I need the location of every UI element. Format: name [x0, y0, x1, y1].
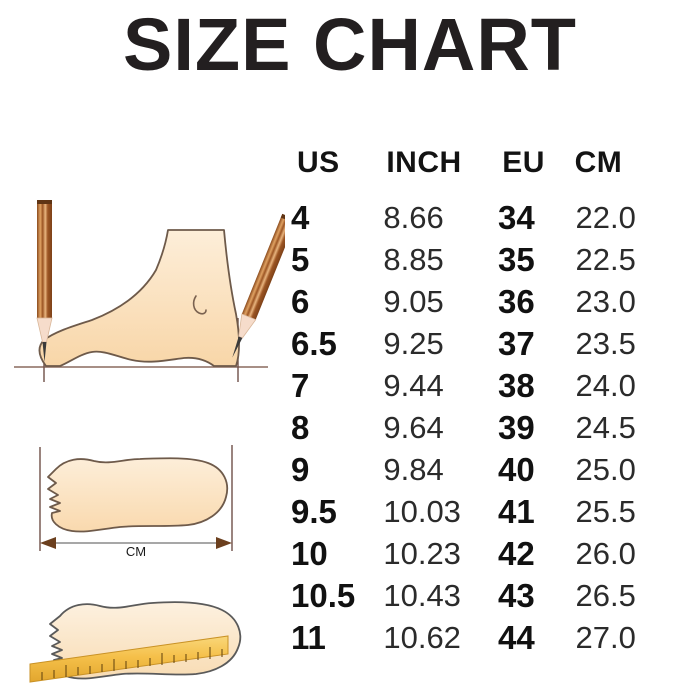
cell-eu: 43 — [497, 576, 535, 614]
footprint-top-view-illustration: CM — [0, 425, 285, 565]
header-inch: INCH — [386, 146, 462, 179]
cell-inch: 10.03 — [383, 493, 461, 529]
ankle-mark — [192, 295, 207, 315]
cell-eu: 35 — [497, 240, 535, 278]
cell-cm: 25.0 — [575, 451, 636, 487]
footprint-tape-illustration — [0, 580, 285, 700]
size-chart-table: US INCH EU CM 4 8.66 34 22.0 5 8.85 35 2… — [285, 140, 700, 700]
table-row: 10 10.23 42 26.0 — [285, 532, 660, 574]
cell-us: 5 — [291, 240, 310, 278]
footprint-shape — [47, 457, 229, 533]
cell-eu: 36 — [497, 282, 535, 320]
pencil-right-icon — [232, 213, 285, 358]
illustration-column: CM — [0, 95, 285, 700]
cell-eu: 37 — [497, 324, 535, 362]
cm-measure-label: CM — [126, 544, 146, 559]
cell-us: 10 — [291, 534, 328, 572]
cm-dimension-arrow — [40, 537, 232, 549]
cell-inch: 9.64 — [383, 409, 444, 445]
cell-eu: 38 — [497, 366, 535, 404]
cell-us: 9.5 — [291, 492, 337, 530]
cell-eu: 44 — [497, 618, 535, 656]
header-us: US — [297, 146, 340, 179]
foot-side-view-illustration — [0, 190, 285, 400]
table-row: 4 8.66 34 22.0 — [285, 196, 660, 238]
cell-inch: 10.62 — [383, 619, 461, 655]
cell-eu: 39 — [497, 408, 535, 446]
cell-cm: 22.5 — [575, 241, 636, 277]
cell-eu: 41 — [497, 492, 535, 530]
table-row: 6 9.05 36 23.0 — [285, 280, 660, 322]
cell-cm: 27.0 — [575, 619, 636, 655]
cell-cm: 24.0 — [575, 367, 636, 403]
cell-inch: 9.25 — [383, 325, 444, 361]
cell-inch: 10.43 — [383, 577, 461, 613]
cell-cm: 26.0 — [575, 535, 636, 571]
cell-cm: 22.0 — [575, 199, 636, 235]
cell-us: 6.5 — [291, 324, 337, 362]
cell-inch: 10.23 — [383, 535, 461, 571]
cell-us: 7 — [291, 366, 310, 404]
table-row: 6.5 9.25 37 23.5 — [285, 322, 660, 364]
cell-inch: 9.44 — [383, 367, 444, 403]
table-row: 9.5 10.03 41 25.5 — [285, 490, 660, 532]
cell-inch: 8.85 — [383, 241, 444, 277]
cell-us: 9 — [291, 450, 310, 488]
cell-cm: 25.5 — [575, 493, 636, 529]
header-eu: EU — [502, 146, 545, 179]
table-row: 7 9.44 38 24.0 — [285, 364, 660, 406]
table-header-row: US INCH EU CM — [285, 140, 660, 186]
table-row: 5 8.85 35 22.5 — [285, 238, 660, 280]
cell-us: 11 — [291, 618, 326, 656]
cell-eu: 34 — [497, 198, 535, 236]
table-row: 10.5 10.43 43 26.5 — [285, 574, 660, 616]
pencil-left-icon — [36, 200, 53, 362]
page-title: SIZE CHART — [123, 3, 577, 86]
cell-us: 6 — [291, 282, 310, 320]
cell-cm: 23.0 — [575, 283, 636, 319]
foot-side-shape — [38, 229, 240, 367]
cell-inch: 9.84 — [383, 451, 444, 487]
cell-cm: 24.5 — [575, 409, 636, 445]
cell-us: 4 — [291, 198, 310, 236]
cell-cm: 26.5 — [575, 577, 636, 613]
cell-us: 10.5 — [291, 576, 356, 614]
cell-eu: 42 — [497, 534, 535, 572]
table-row: 9 9.84 40 25.0 — [285, 448, 660, 490]
cell-cm: 23.5 — [575, 325, 636, 361]
cell-inch: 8.66 — [383, 199, 444, 235]
cell-inch: 9.05 — [383, 283, 444, 319]
table-row: 8 9.64 39 24.5 — [285, 406, 660, 448]
header-cm: CM — [574, 146, 623, 179]
measuring-tape-icon — [29, 635, 229, 683]
cell-eu: 40 — [497, 450, 535, 488]
cell-us: 8 — [291, 408, 310, 446]
table-row: 11 10.62 44 27.0 — [285, 616, 660, 658]
